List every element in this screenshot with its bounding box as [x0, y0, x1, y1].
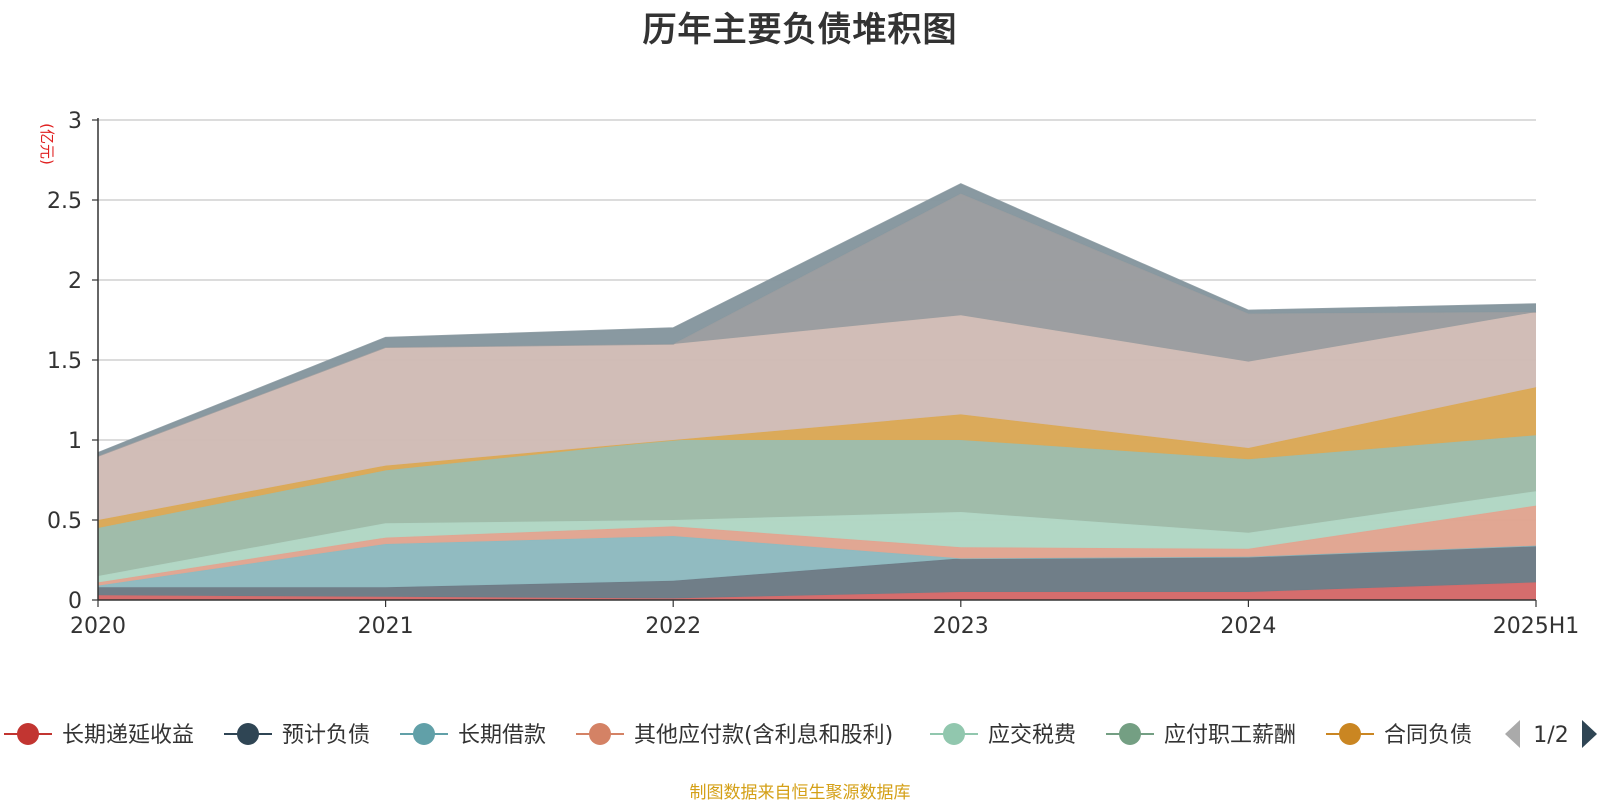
legend-item[interactable]: 长期借款 [400, 723, 546, 748]
legend-label: 长期递延收益 [62, 723, 194, 748]
area-0 [98, 582, 1536, 600]
legend-label: 预计负债 [282, 723, 370, 748]
y-axis-unit-label: (亿元) [38, 123, 56, 165]
legend-marker [589, 723, 611, 745]
legend-page-indicator: 1/2 [1533, 723, 1568, 748]
area-unnamed-7 [98, 312, 1536, 520]
area-5 [98, 435, 1536, 576]
legend-marker [413, 723, 435, 745]
legend-marker [237, 723, 259, 745]
x-tick-label: 2020 [70, 614, 126, 639]
x-tick-label: 2024 [1220, 614, 1276, 639]
x-tick-label: 2021 [358, 614, 414, 639]
area-2 [98, 536, 1536, 588]
legend-marker [1339, 723, 1361, 745]
legend-item[interactable]: 预计负债 [224, 723, 370, 748]
legend-label: 合同负债 [1384, 723, 1472, 748]
legend-prev-icon[interactable] [1505, 720, 1520, 748]
area-6 [98, 387, 1536, 528]
y-tick-label: 1.5 [47, 349, 82, 374]
y-tick-label: 2.5 [47, 189, 82, 214]
legend-next-icon[interactable] [1582, 720, 1597, 748]
legend-items: 长期递延收益 预计负债 长期借款 其他应付款(含利息和股利) 应交税费 应付职工薪酬 合同负… [4, 723, 1472, 748]
legend-label: 应付职工薪酬 [1164, 723, 1296, 748]
legend-label: 长期借款 [458, 723, 546, 748]
axes: 0 0.5 1 1.5 2 2.5 3 2020 2021 2022 2023 2024 2025H1 [47, 109, 1579, 639]
legend-label: 其他应付款(含利息和股利) [634, 723, 893, 748]
source-note: 制图数据来自恒生聚源数据库 [689, 783, 911, 803]
area-3 [98, 505, 1536, 586]
area-unnamed-8 [98, 193, 1536, 456]
legend-item[interactable]: 长期递延收益 [4, 723, 194, 748]
legend-marker [17, 723, 39, 745]
chart-title: 历年主要负债堆积图 [642, 10, 958, 50]
legend: 长期递延收益 预计负债 长期借款 其他应付款(含利息和股利) 应交税费 应付职工薪酬 合同负… [4, 720, 1597, 748]
legend-marker [943, 723, 965, 745]
y-tick-label: 0.5 [47, 509, 82, 534]
y-tick-label: 3 [68, 109, 82, 134]
x-tick-label: 2022 [645, 614, 701, 639]
area-edge-9 [97, 183, 1537, 454]
legend-item[interactable]: 应付职工薪酬 [1106, 723, 1296, 748]
area-4 [98, 491, 1536, 583]
legend-label: 应交税费 [988, 723, 1076, 748]
area-1 [98, 545, 1536, 599]
y-tick-label: 2 [68, 269, 82, 294]
legend-item[interactable]: 应交税费 [930, 723, 1076, 748]
y-tick-label: 1 [68, 429, 82, 454]
x-tick-label: 2023 [933, 614, 989, 639]
y-tick-label: 0 [68, 589, 82, 614]
area-layers [97, 183, 1537, 600]
legend-marker [1119, 723, 1141, 745]
legend-item[interactable]: 合同负债 [1326, 723, 1472, 748]
x-tick-label: 2025H1 [1493, 614, 1580, 639]
legend-item[interactable]: 其他应付款(含利息和股利) [576, 723, 893, 748]
